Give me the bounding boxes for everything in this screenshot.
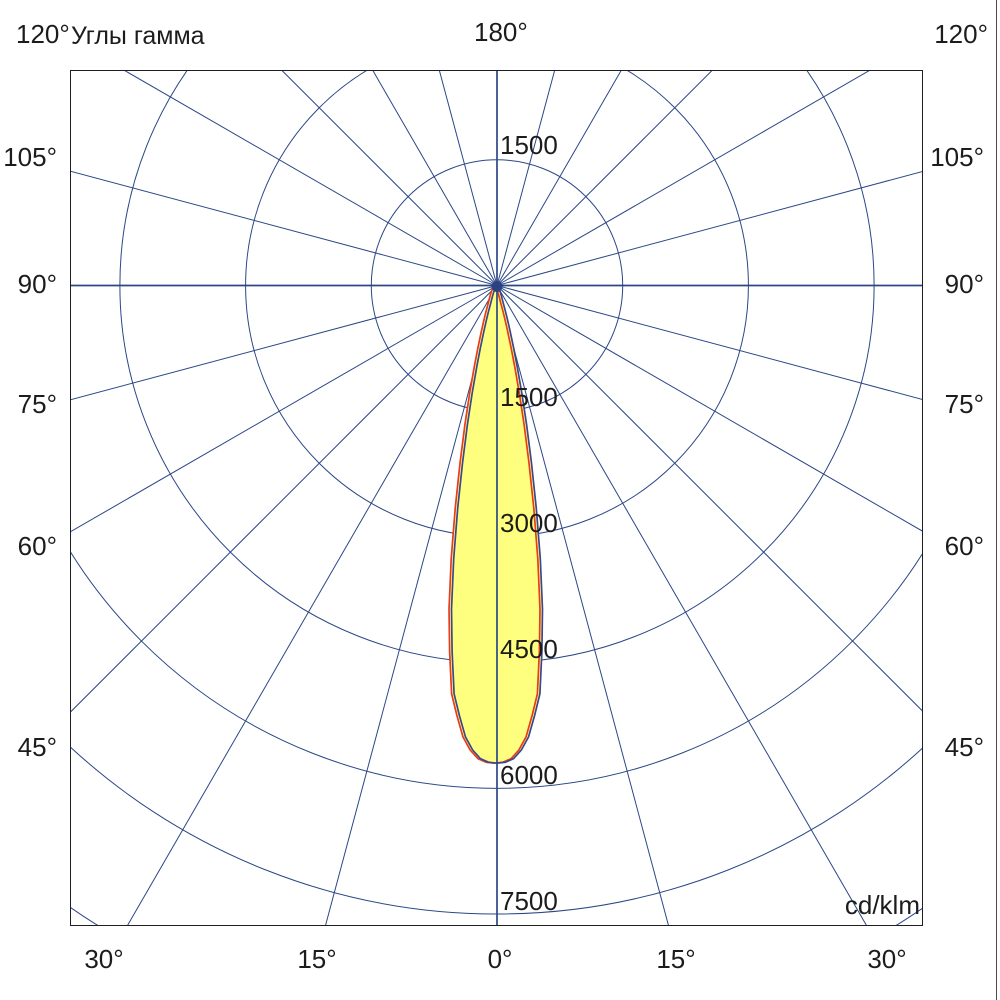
- gamma-angle-label-bottom-30l: 30°: [84, 944, 124, 974]
- angular-grid-line: [496, 285, 922, 712]
- angular-grid-line: [496, 71, 555, 286]
- angular-grid-line: [439, 71, 498, 286]
- gamma-angle-label-right-45: 45°: [944, 732, 984, 762]
- gamma-angle-label-bottom-15l: 15°: [297, 944, 337, 974]
- gamma-angle-label-left-60: 60°: [17, 531, 57, 561]
- gamma-angle-label-right-60: 60°: [944, 531, 984, 561]
- angular-grid-line: [496, 171, 922, 286]
- angular-grid-line: [496, 285, 669, 925]
- radial-scale-label-6000: 6000: [500, 760, 558, 790]
- angular-grid-line: [71, 285, 498, 713]
- angular-grid-line: [496, 71, 713, 286]
- gamma-angle-label-left-45: 45°: [17, 732, 57, 762]
- gamma-angle-label-left-90: 90°: [17, 269, 57, 299]
- gamma-angle-label-bottom-0: 0°: [487, 944, 513, 974]
- page-right-border-line: [996, 0, 997, 1000]
- angular-grid-line: [325, 285, 498, 925]
- angular-grid-line: [71, 285, 498, 401]
- polar-plot-area: [70, 70, 923, 926]
- radial-scale-label-1500: 1500: [500, 382, 558, 412]
- unit-label: cd/klm: [844, 890, 920, 920]
- angular-grid-line: [496, 285, 922, 400]
- gamma-angle-label-right-90: 90°: [944, 269, 984, 299]
- polar-grid-svg: [71, 71, 922, 925]
- gamma-angle-label-right-75: 75°: [944, 389, 984, 419]
- gamma-angle-label-bottom-30r: 30°: [867, 944, 907, 974]
- diagram-title: Углы гамма: [71, 22, 205, 50]
- radial-scale-label-1500-top: 1500: [500, 130, 558, 160]
- radial-scale-label-3000: 3000: [500, 508, 558, 538]
- angular-grid-line: [71, 285, 498, 533]
- angular-grid-line: [71, 170, 498, 286]
- angular-grid-line: [372, 71, 498, 286]
- gamma-angle-label-left-105: 105°: [3, 142, 57, 172]
- angular-grid-line: [124, 71, 498, 286]
- gamma-angle-label-top-center: 180°: [474, 17, 528, 47]
- radial-scale-label-4500: 4500: [500, 634, 558, 664]
- gamma-angle-label-top-right: 120°: [934, 19, 988, 49]
- gamma-angle-label-left-75: 75°: [17, 389, 57, 419]
- angular-grid-line: [496, 285, 867, 925]
- gamma-angle-label-right-105: 105°: [930, 142, 984, 172]
- angular-grid-line: [496, 285, 922, 532]
- angular-grid-line: [281, 71, 498, 286]
- gamma-angle-label-top-left: 120°: [16, 19, 70, 49]
- center-point: [491, 281, 503, 292]
- angular-grid-line: [496, 71, 870, 286]
- angular-grid-line: [127, 285, 498, 925]
- radial-scale-label-7500: 7500: [500, 886, 558, 916]
- angular-grid-line: [496, 71, 622, 286]
- gamma-angle-label-bottom-15r: 15°: [656, 944, 696, 974]
